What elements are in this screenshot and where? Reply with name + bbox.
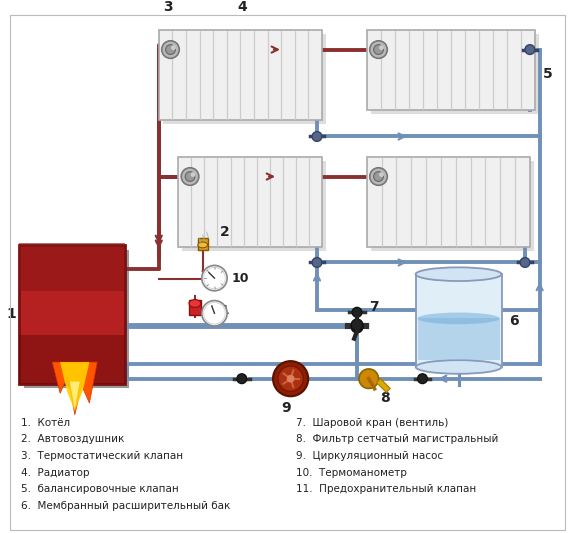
Text: 1.  Котёл: 1. Котёл: [21, 418, 70, 428]
Circle shape: [204, 268, 225, 289]
Circle shape: [181, 168, 199, 185]
Polygon shape: [377, 378, 390, 392]
Circle shape: [379, 45, 384, 50]
Bar: [19, 335, 125, 384]
Bar: [24, 250, 130, 389]
Bar: [367, 157, 530, 247]
Circle shape: [370, 41, 387, 58]
Circle shape: [312, 257, 322, 268]
Circle shape: [287, 375, 294, 383]
Circle shape: [166, 45, 176, 54]
Text: 3.  Термостатический клапан: 3. Термостатический клапан: [21, 451, 183, 461]
Text: 3: 3: [163, 1, 172, 14]
Text: 2: 2: [220, 225, 230, 239]
Circle shape: [351, 319, 363, 331]
Bar: [417, 318, 499, 360]
Circle shape: [237, 374, 247, 384]
Text: 10.  Термоманометр: 10. Термоманометр: [297, 467, 408, 478]
Circle shape: [312, 132, 322, 141]
Text: 10: 10: [232, 272, 250, 285]
Bar: [371, 34, 538, 114]
Bar: [159, 30, 322, 120]
Ellipse shape: [198, 242, 208, 248]
Text: 1: 1: [6, 307, 16, 321]
Polygon shape: [70, 382, 80, 409]
Text: 2.  Автовоздушник: 2. Автовоздушник: [21, 434, 125, 445]
Bar: [189, 300, 201, 315]
Bar: [371, 161, 534, 251]
Circle shape: [201, 301, 227, 326]
Bar: [416, 274, 502, 367]
Bar: [198, 238, 208, 250]
Circle shape: [370, 168, 387, 185]
Circle shape: [201, 265, 227, 291]
Text: 9: 9: [281, 401, 290, 415]
Text: 6: 6: [509, 313, 519, 328]
Circle shape: [374, 45, 383, 54]
Circle shape: [417, 374, 428, 384]
Text: 11: 11: [212, 304, 230, 317]
Polygon shape: [52, 362, 97, 415]
Circle shape: [171, 45, 176, 50]
Text: 4.  Радиатор: 4. Радиатор: [21, 467, 90, 478]
Bar: [162, 34, 326, 124]
Circle shape: [379, 172, 384, 177]
Text: 7.  Шаровой кран (вентиль): 7. Шаровой кран (вентиль): [297, 418, 449, 428]
Circle shape: [520, 257, 530, 268]
Circle shape: [191, 172, 195, 177]
FancyBboxPatch shape: [19, 245, 125, 384]
Bar: [182, 161, 326, 251]
Circle shape: [374, 172, 383, 181]
Bar: [367, 30, 535, 110]
Polygon shape: [60, 362, 90, 411]
Ellipse shape: [189, 300, 201, 308]
Circle shape: [273, 361, 308, 396]
Text: 11.  Предохранительный клапан: 11. Предохранительный клапан: [297, 484, 477, 494]
Text: 9.  Циркуляционный насос: 9. Циркуляционный насос: [297, 451, 444, 461]
Text: 8.  Фильтр сетчатый магистральный: 8. Фильтр сетчатый магистральный: [297, 434, 499, 445]
Bar: [19, 243, 125, 291]
Circle shape: [278, 366, 303, 391]
Text: 7: 7: [369, 301, 378, 314]
Bar: [179, 157, 322, 247]
Circle shape: [359, 369, 378, 389]
Circle shape: [162, 41, 179, 58]
Circle shape: [204, 303, 225, 324]
Ellipse shape: [416, 268, 502, 281]
Ellipse shape: [416, 360, 502, 374]
Circle shape: [525, 45, 535, 54]
Ellipse shape: [417, 312, 499, 324]
Circle shape: [352, 308, 362, 317]
Circle shape: [351, 321, 363, 333]
Text: 5.  балансировочные клапан: 5. балансировочные клапан: [21, 484, 179, 494]
Text: 4: 4: [237, 1, 247, 14]
Circle shape: [185, 172, 195, 181]
Text: 5: 5: [542, 67, 552, 81]
Text: 6.  Мембранный расширительный бак: 6. Мембранный расширительный бак: [21, 501, 230, 511]
Text: 8: 8: [381, 391, 390, 405]
